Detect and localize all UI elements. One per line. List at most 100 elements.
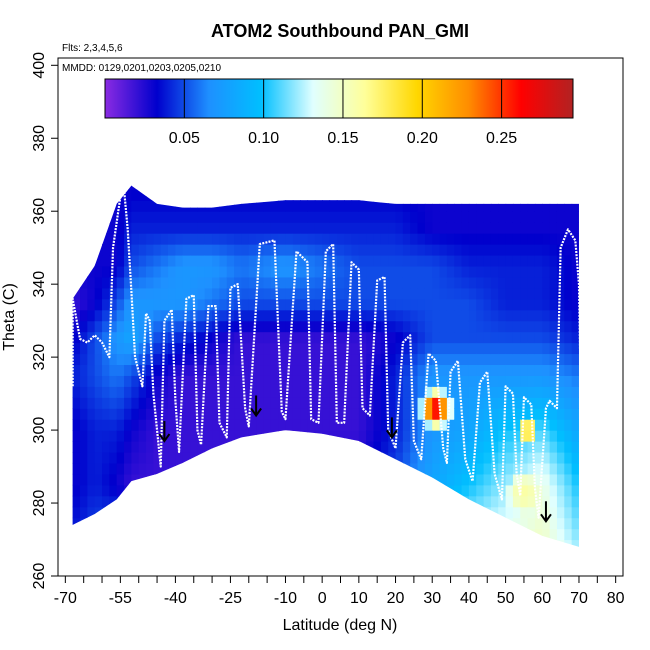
heatmap-cell	[395, 222, 404, 234]
heatmap-cell	[226, 233, 235, 245]
heatmap-cell	[314, 495, 323, 508]
heatmap-cell	[160, 451, 169, 464]
heatmap-cell	[212, 298, 221, 311]
heatmap-cell	[278, 342, 287, 355]
heatmap-cell	[512, 276, 521, 289]
heatmap-cell	[263, 386, 272, 398]
heatmap-cell	[388, 517, 397, 530]
heatmap-cell	[439, 353, 448, 366]
heatmap-cell	[329, 353, 338, 366]
heatmap-cell	[380, 233, 389, 245]
heatmap-cell	[270, 265, 279, 278]
heatmap-cell	[87, 244, 96, 256]
heatmap-cell	[307, 528, 316, 541]
heatmap-cell	[476, 473, 485, 486]
heatmap-cell	[461, 430, 470, 442]
heatmap-cell	[314, 441, 323, 453]
heatmap-cell	[175, 375, 184, 387]
heatmap-cell	[248, 222, 257, 234]
heatmap-cell	[116, 320, 125, 333]
heatmap-cell	[373, 397, 382, 409]
heatmap-cell	[72, 528, 81, 541]
heatmap-cell	[396, 550, 404, 562]
heatmap-cell	[190, 167, 198, 179]
heatmap-cell	[534, 353, 543, 366]
heatmap-cell	[80, 386, 88, 398]
heatmap-cell	[549, 189, 558, 201]
x-tick-label: 20	[387, 590, 405, 607]
heatmap-cell	[293, 167, 301, 179]
heatmap-cell	[468, 254, 477, 267]
heatmap-cell	[263, 375, 272, 387]
heatmap-cell	[227, 550, 235, 562]
heatmap-cell	[490, 397, 499, 409]
heatmap-cell	[527, 189, 536, 201]
heatmap-cell	[94, 189, 103, 201]
heatmap-cell	[80, 451, 88, 464]
heatmap-cell	[72, 386, 74, 398]
heatmap-cell	[285, 550, 293, 562]
heatmap-cell	[534, 462, 543, 475]
heatmap-cell	[351, 353, 360, 366]
heatmap-cell	[527, 451, 536, 464]
heatmap-cell	[80, 506, 88, 519]
heatmap-cell	[116, 364, 125, 376]
heatmap-cell	[564, 386, 573, 398]
heatmap-cell	[219, 353, 228, 366]
heatmap-cell	[300, 364, 309, 376]
heatmap-cell	[241, 320, 250, 333]
heatmap-cell	[292, 309, 301, 322]
heatmap-cell	[102, 287, 110, 300]
y-tick-label: 280	[31, 490, 48, 517]
heatmap-cell	[380, 254, 389, 267]
heatmap-cell	[270, 430, 279, 442]
heatmap-cell	[417, 276, 426, 289]
heatmap-cell	[505, 244, 514, 256]
heatmap-cell	[417, 331, 426, 344]
heatmap-cell	[94, 495, 103, 508]
heatmap-cell	[358, 484, 367, 497]
heatmap-cell	[520, 517, 529, 530]
heatmap-cell	[234, 331, 243, 344]
heatmap-cell	[380, 185, 389, 190]
heatmap-cell	[124, 200, 132, 212]
heatmap-cell	[146, 528, 154, 541]
heatmap-cell	[109, 517, 118, 530]
heatmap-cell	[402, 211, 411, 223]
heatmap-cell	[278, 419, 287, 431]
heatmap-cell	[322, 451, 331, 464]
heatmap-cell	[520, 167, 528, 179]
heatmap-cell	[116, 331, 125, 344]
heatmap-cell	[72, 517, 81, 530]
heatmap-cell	[498, 185, 507, 190]
heatmap-cell	[87, 441, 96, 453]
heatmap-cell	[424, 309, 433, 322]
heatmap-cell	[219, 342, 228, 355]
heatmap-cell	[512, 189, 521, 201]
heatmap-cell	[285, 222, 294, 234]
heatmap-cell	[124, 517, 132, 530]
heatmap-cell	[417, 211, 426, 223]
heatmap-cell	[219, 276, 228, 289]
heatmap-cell	[490, 185, 499, 190]
heatmap-cell	[116, 276, 125, 289]
heatmap-cell	[175, 331, 184, 344]
heatmap-cell	[446, 353, 455, 366]
heatmap-cell	[190, 419, 199, 431]
heatmap-cell	[219, 233, 228, 245]
heatmap-cell	[109, 364, 118, 376]
heatmap-cell	[410, 331, 419, 344]
heatmap-cell	[454, 397, 463, 409]
heatmap-cell	[116, 200, 125, 212]
heatmap-cell	[182, 419, 191, 431]
heatmap-cell	[556, 528, 565, 541]
heatmap-cell	[182, 185, 191, 190]
heatmap-cell	[248, 364, 257, 376]
heatmap-cell	[197, 462, 206, 475]
heatmap-cell	[263, 517, 272, 530]
heatmap-cell	[116, 484, 125, 497]
heatmap-cell	[358, 287, 367, 300]
heatmap-cell	[476, 539, 485, 547]
heatmap-cell	[579, 419, 587, 431]
heatmap-cell	[278, 506, 287, 519]
